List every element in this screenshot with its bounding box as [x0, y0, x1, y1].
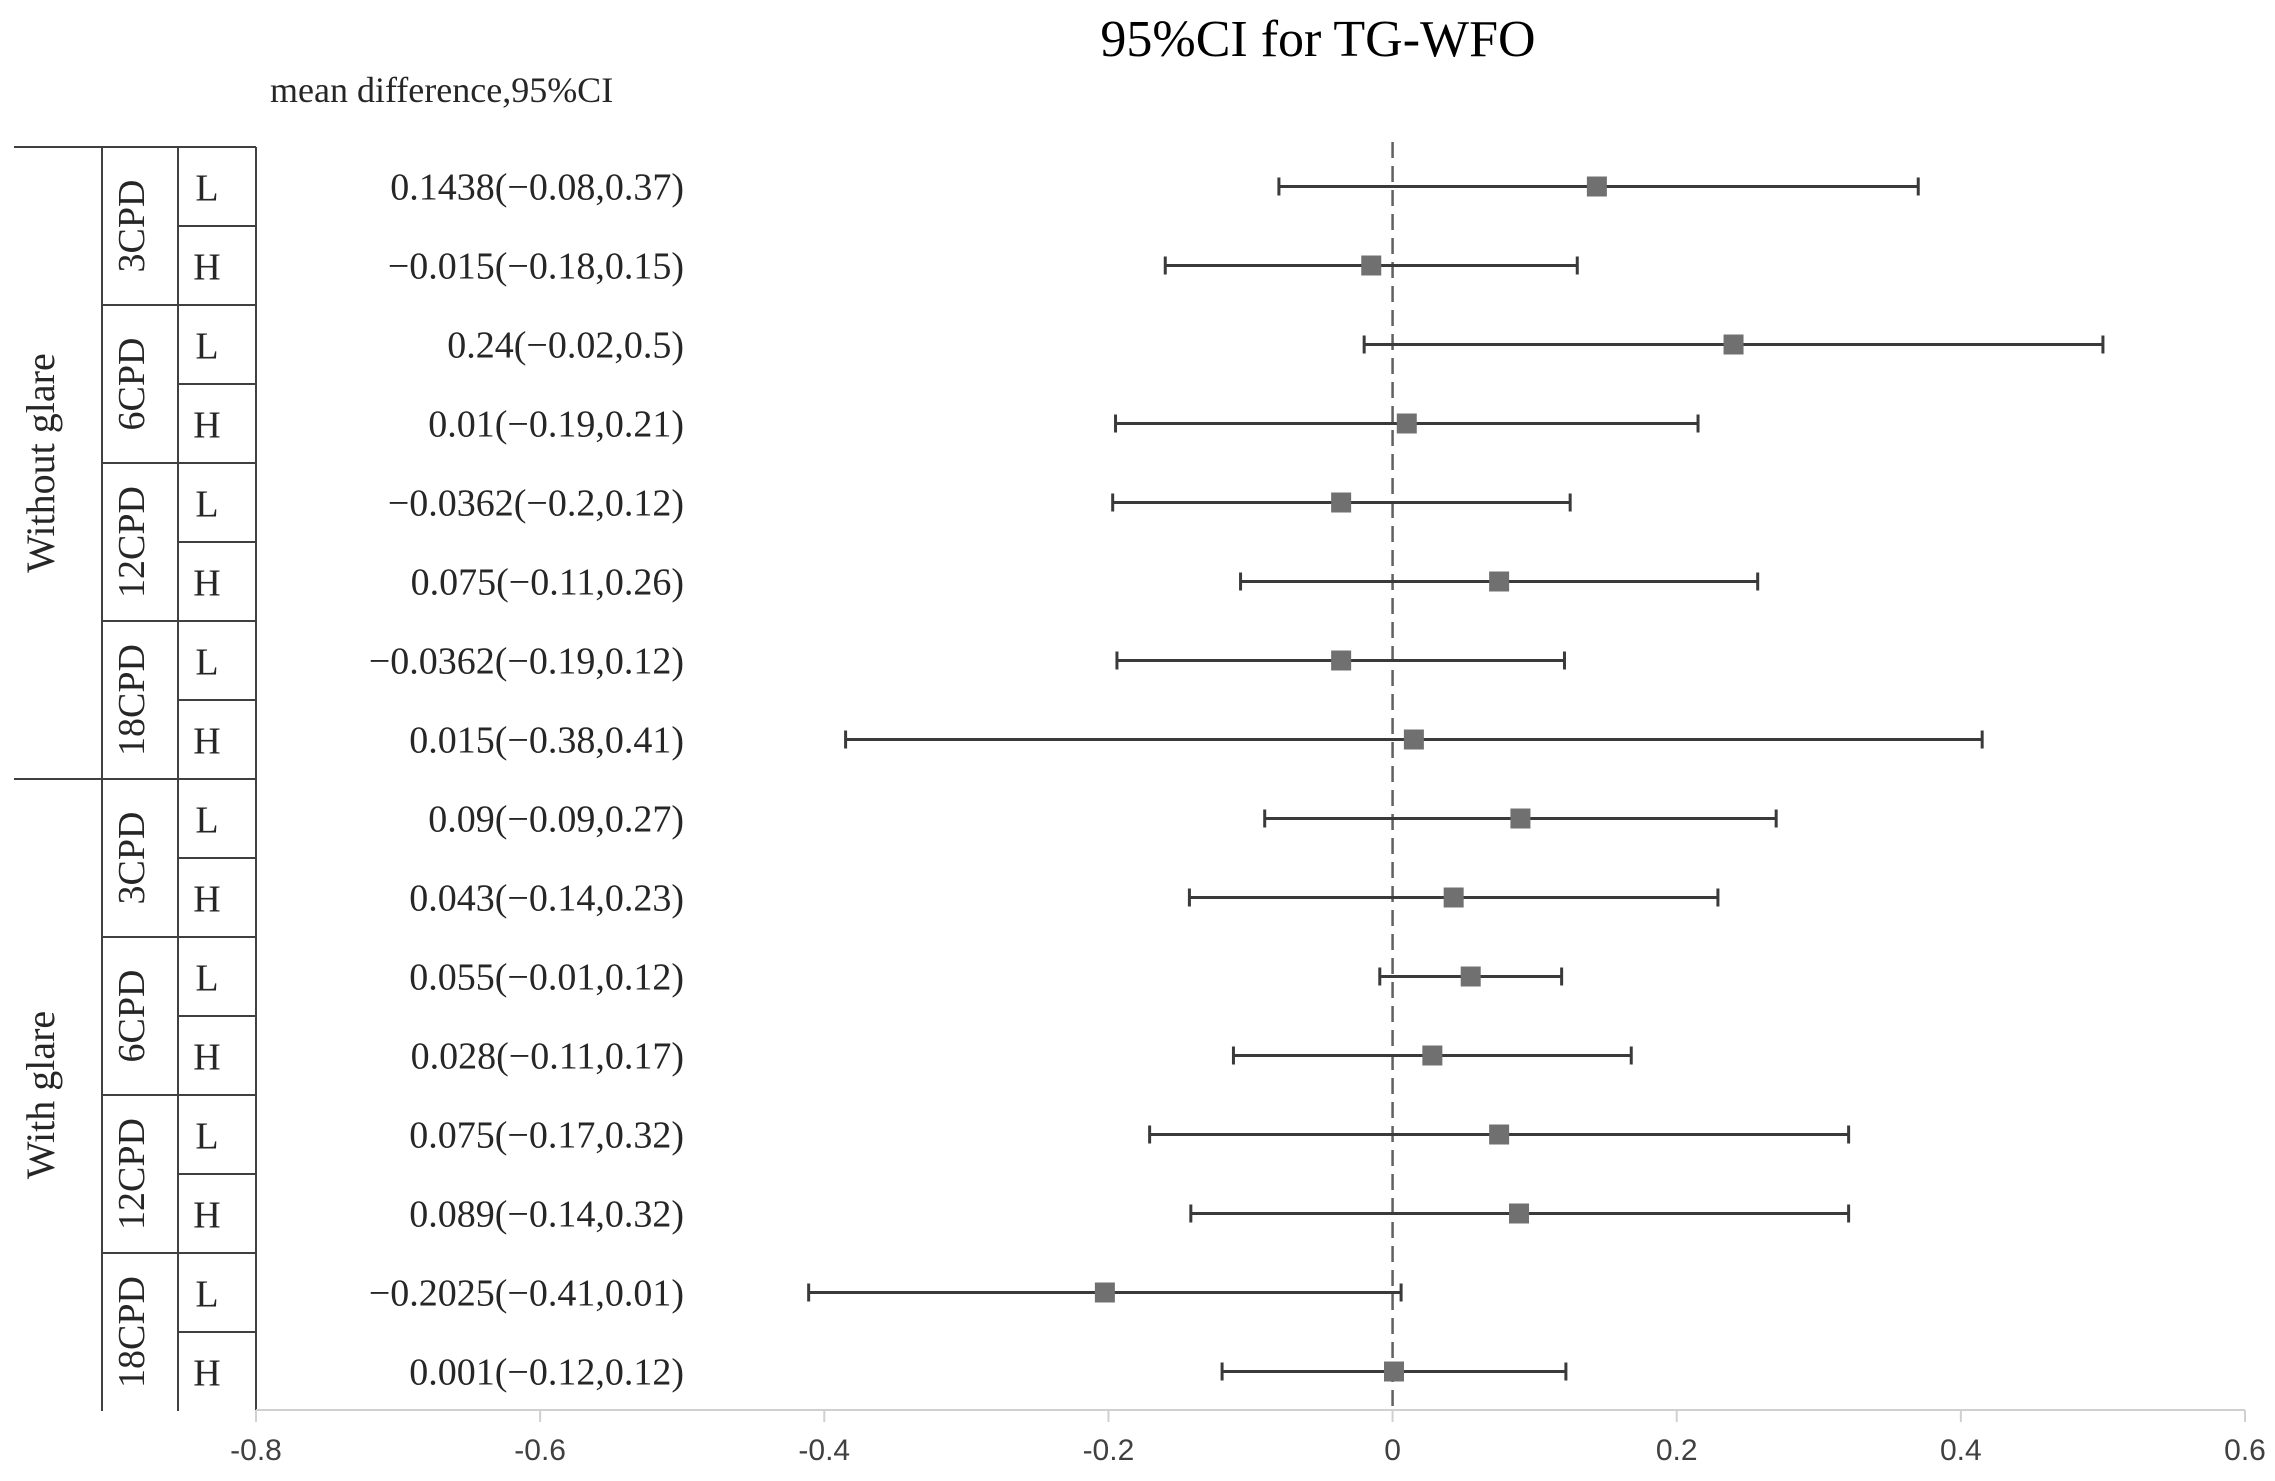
ci-label: 0.089(−0.14,0.32) — [409, 1194, 684, 1236]
level-label: H — [193, 879, 220, 921]
mean-marker — [1422, 1045, 1443, 1066]
mean-marker — [1443, 887, 1464, 908]
level-label: L — [195, 800, 218, 842]
mean-marker — [1396, 413, 1417, 434]
mean-marker — [1586, 176, 1607, 197]
ci-label: 0.001(−0.12,0.12) — [409, 1352, 684, 1394]
group-labels: Without glare With glare — [18, 353, 63, 1179]
ci-label: 0.055(−0.01,0.12) — [409, 957, 684, 999]
level-label: H — [193, 1195, 220, 1237]
x-axis: -0.8 -0.6 -0.4 -0.2 0 0.2 0.4 0.6 — [230, 1409, 2266, 1467]
x-tick-label: -0.8 — [230, 1434, 282, 1467]
chart-title: 95%CI for TG-WFO — [1100, 11, 1535, 68]
ci-label: 0.028(−0.11,0.17) — [411, 1036, 684, 1078]
ci-label: 0.043(−0.14,0.23) — [409, 878, 684, 920]
frequency-label: 6CPD — [111, 970, 153, 1063]
frequency-label: 3CPD — [111, 180, 153, 273]
mean-marker — [1510, 808, 1531, 829]
level-label: H — [193, 721, 220, 763]
x-tick-label: 0.2 — [1656, 1434, 1698, 1467]
ci-label: −0.0362(−0.2,0.12) — [388, 483, 684, 525]
mean-marker — [1460, 966, 1481, 987]
ci-label: 0.075(−0.11,0.26) — [411, 562, 684, 604]
ci-label: 0.015(−0.38,0.41) — [409, 720, 684, 762]
frequency-label: 6CPD — [111, 338, 153, 431]
ci-label: 0.09(−0.09,0.27) — [428, 799, 684, 841]
level-label: H — [193, 405, 220, 447]
mean-marker — [1489, 571, 1510, 592]
x-tick-label: 0 — [1384, 1434, 1401, 1467]
ci-label: 0.1438(−0.08,0.37) — [390, 167, 684, 209]
x-tick-label: -0.4 — [798, 1434, 850, 1467]
ci-labels: 0.1438(−0.08,0.37) −0.015(−0.18,0.15) 0.24… — [369, 167, 684, 1394]
frequency-label: 12CPD — [111, 486, 153, 598]
x-tick-label: 0.4 — [1940, 1434, 1982, 1467]
plot-marks — [807, 176, 2105, 1382]
mean-marker — [1383, 1361, 1404, 1382]
level-label: L — [195, 1274, 218, 1316]
frequency-label: 18CPD — [111, 644, 153, 756]
frequency-labels: 3CPD 6CPD 12CPD 18CPD 3CPD 6CPD 12CPD 18CPD — [111, 180, 153, 1388]
mean-marker — [1509, 1203, 1530, 1224]
ci-label: 0.075(−0.17,0.32) — [409, 1115, 684, 1157]
group-label: With glare — [18, 1011, 63, 1179]
level-label: L — [195, 1116, 218, 1158]
level-label: H — [193, 247, 220, 289]
ci-label: 0.01(−0.19,0.21) — [428, 404, 684, 446]
mean-marker — [1723, 334, 1744, 355]
label-table-lines — [14, 146, 257, 1411]
level-label: H — [193, 1037, 220, 1079]
frequency-label: 3CPD — [111, 812, 153, 905]
level-label: H — [193, 1353, 220, 1395]
x-tick-label: -0.6 — [514, 1434, 566, 1467]
frequency-label: 18CPD — [111, 1276, 153, 1388]
mean-marker — [1489, 1124, 1510, 1145]
level-label: L — [195, 958, 218, 1000]
frequency-label: 12CPD — [111, 1118, 153, 1230]
level-label: L — [195, 642, 218, 684]
mean-marker — [1331, 650, 1352, 671]
level-label: L — [195, 326, 218, 368]
column-header: mean difference,95%CI — [270, 70, 613, 110]
mean-marker — [1331, 492, 1352, 513]
ci-label: −0.015(−0.18,0.15) — [388, 246, 684, 288]
x-tick-label: 0.6 — [2224, 1434, 2266, 1467]
ci-label: −0.2025(−0.41,0.01) — [369, 1273, 684, 1315]
x-tick-label: -0.2 — [1083, 1434, 1135, 1467]
ci-label: 0.24(−0.02,0.5) — [447, 325, 684, 367]
level-label: L — [195, 168, 218, 210]
mean-marker — [1361, 255, 1382, 276]
group-label: Without glare — [18, 353, 63, 572]
mean-marker — [1094, 1282, 1115, 1303]
level-label: H — [193, 563, 220, 605]
ci-label: −0.0362(−0.19,0.12) — [369, 641, 684, 683]
mean-marker — [1403, 729, 1424, 750]
level-label: L — [195, 484, 218, 526]
